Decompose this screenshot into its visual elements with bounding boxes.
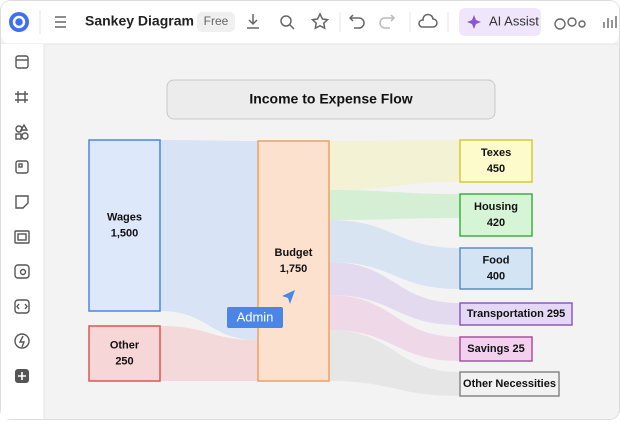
node-value[interactable]: 1,500	[111, 227, 139, 239]
flow	[329, 190, 460, 220]
node-label[interactable]: Texes	[481, 147, 511, 159]
node-value[interactable]: 400	[487, 270, 505, 282]
node-value[interactable]: 450	[487, 163, 505, 175]
node[interactable]	[88, 325, 161, 382]
node-label[interactable]: Other Necessities	[463, 378, 556, 390]
cursor-user-tag	[227, 307, 283, 328]
node[interactable]	[459, 336, 533, 362]
flow	[160, 140, 258, 340]
plan-label: Free	[204, 14, 229, 28]
ai-assist-button[interactable]	[459, 8, 541, 36]
node-label[interactable]: Savings 25	[467, 343, 524, 355]
node-label[interactable]: Wages	[107, 211, 142, 223]
node[interactable]	[459, 193, 533, 237]
cursor	[282, 290, 295, 304]
node-value[interactable]: 1,750	[280, 263, 308, 275]
node-label[interactable]: Budget	[275, 247, 313, 259]
sidebar-tools[interactable]	[14, 55, 30, 349]
star-icon[interactable]	[310, 12, 330, 30]
diagram-title-box[interactable]	[166, 79, 496, 120]
flow	[329, 295, 460, 361]
plan-badge	[197, 12, 235, 32]
node-label[interactable]: Food	[483, 254, 510, 266]
node-label[interactable]: Other	[110, 339, 140, 351]
logo[interactable]	[9, 12, 29, 32]
flow	[329, 262, 460, 325]
flow	[160, 326, 258, 381]
cloud-icon[interactable]	[418, 13, 438, 28]
download-icon[interactable]	[247, 14, 259, 29]
node-value[interactable]: 250	[115, 355, 133, 367]
node-label[interactable]: Transportation 295	[467, 308, 565, 320]
doc-title[interactable]: Sankey Diagram	[85, 13, 194, 29]
node[interactable]	[459, 371, 560, 397]
node[interactable]	[257, 140, 330, 382]
redo-icon[interactable]	[379, 14, 396, 29]
extra-icons[interactable]	[554, 16, 617, 30]
node[interactable]	[459, 302, 573, 326]
flow	[329, 220, 460, 289]
cursor-user: Admin	[237, 309, 274, 324]
node[interactable]	[459, 247, 533, 290]
menu-icon[interactable]	[55, 16, 66, 28]
flow	[329, 330, 460, 396]
node[interactable]	[88, 139, 161, 312]
search-icon[interactable]	[280, 15, 292, 27]
node-label[interactable]: Housing	[474, 201, 518, 213]
flow	[329, 140, 460, 190]
ai-assist-label[interactable]: AI Assist	[489, 13, 539, 28]
node-value[interactable]: 420	[487, 217, 505, 229]
node[interactable]	[459, 139, 533, 183]
diagram-title[interactable]: Income to Expense Flow	[249, 91, 412, 107]
undo-icon[interactable]	[348, 14, 365, 29]
